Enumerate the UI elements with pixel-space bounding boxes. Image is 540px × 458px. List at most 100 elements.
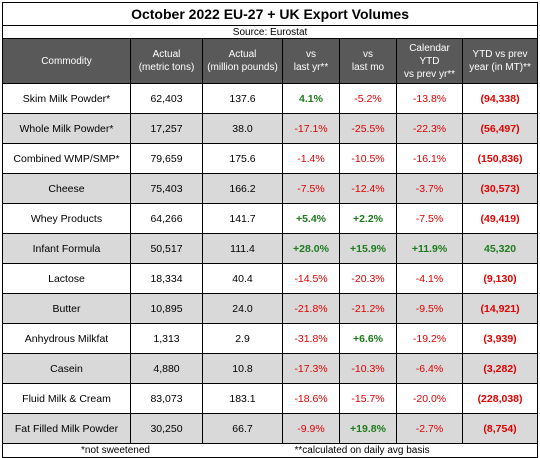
ytd-pct-cell: -7.5% bbox=[396, 203, 463, 234]
ytd-mt-cell: (30,573) bbox=[461, 173, 539, 204]
ytd-pct-cell: -3.7% bbox=[396, 173, 463, 204]
commodity-cell: Whey Products bbox=[2, 203, 131, 234]
header-ytd-vs-prev-mt: YTD vs prev year (in MT)** bbox=[461, 38, 539, 84]
table-row: Fat Filled Milk Powder 30,250 66.7 -9.9% +19… bbox=[2, 413, 539, 444]
commodity-cell: Skim Milk Powder* bbox=[2, 83, 131, 114]
vs-last-yr-cell: +28.0% bbox=[282, 233, 340, 264]
actual-mt-cell: 30,250 bbox=[130, 413, 203, 444]
actual-mlbs-cell: 24.0 bbox=[202, 293, 283, 324]
actual-mt-cell: 17,257 bbox=[130, 113, 203, 144]
actual-mt-cell: 79,659 bbox=[130, 143, 203, 174]
ytd-mt-cell: (3,282) bbox=[461, 353, 539, 384]
table-row: Anhydrous Milkfat 1,313 2.9 -31.8% +6.6% -19.… bbox=[2, 323, 539, 354]
actual-mt-cell: 64,266 bbox=[130, 203, 203, 234]
commodity-cell: Infant Formula bbox=[2, 233, 131, 264]
vs-last-yr-cell: -9.9% bbox=[282, 413, 340, 444]
vs-last-yr-cell: -21.8% bbox=[282, 293, 340, 324]
actual-mt-cell: 50,517 bbox=[130, 233, 203, 264]
actual-mt-cell: 4,880 bbox=[130, 353, 203, 384]
actual-mlbs-cell: 137.6 bbox=[202, 83, 283, 114]
ytd-pct-cell: -22.3% bbox=[396, 113, 463, 144]
actual-mlbs-cell: 141.7 bbox=[202, 203, 283, 234]
table-row: Combined WMP/SMP* 79,659 175.6 -1.4% -10.5% -… bbox=[2, 143, 539, 174]
table-row: Cheese 75,403 166.2 -7.5% -12.4% -3.7% (30,573… bbox=[2, 173, 539, 204]
vs-last-yr-cell: -17.1% bbox=[282, 113, 340, 144]
commodity-cell: Lactose bbox=[2, 263, 131, 294]
vs-last-yr-cell: +5.4% bbox=[282, 203, 340, 234]
actual-mt-cell: 62,403 bbox=[130, 83, 203, 114]
table-row: Lactose 18,334 40.4 -14.5% -20.3% -4.1% (9,130… bbox=[2, 263, 539, 294]
vs-last-mo-cell: -12.4% bbox=[339, 173, 397, 204]
header-commodity: Commodity bbox=[2, 38, 131, 84]
commodity-cell: Casein bbox=[2, 353, 131, 384]
vs-last-yr-cell: -18.6% bbox=[282, 383, 340, 414]
vs-last-mo-cell: -15.7% bbox=[339, 383, 397, 414]
ytd-mt-cell: (14,921) bbox=[461, 293, 539, 324]
actual-mlbs-cell: 10.8 bbox=[202, 353, 283, 384]
ytd-mt-cell: (228,038) bbox=[461, 383, 539, 414]
vs-last-mo-cell: +2.2% bbox=[339, 203, 397, 234]
ytd-pct-cell: -20.0% bbox=[396, 383, 463, 414]
header-actual-mt: Actual (metric tons) bbox=[130, 38, 203, 84]
table-row: Casein 4,880 10.8 -17.3% -10.3% -6.4% (3,282) bbox=[2, 353, 539, 384]
vs-last-yr-cell: -1.4% bbox=[282, 143, 340, 174]
footnote-not-sweetened: *not sweetened bbox=[2, 443, 283, 458]
actual-mt-cell: 1,313 bbox=[130, 323, 203, 354]
vs-last-mo-cell: +15.9% bbox=[339, 233, 397, 264]
actual-mlbs-cell: 111.4 bbox=[202, 233, 283, 264]
actual-mlbs-cell: 183.1 bbox=[202, 383, 283, 414]
vs-last-yr-cell: -14.5% bbox=[282, 263, 340, 294]
ytd-mt-cell: (150,836) bbox=[461, 143, 539, 174]
table-row: Butter 10,895 24.0 -21.8% -21.2% -9.5% (14,921… bbox=[2, 293, 539, 324]
ytd-mt-cell: (49,419) bbox=[461, 203, 539, 234]
table-row: Fluid Milk & Cream 83,073 183.1 -18.6% -15.7… bbox=[2, 383, 539, 414]
header-vs-last-yr: vs last yr** bbox=[282, 38, 340, 84]
header-calendar-ytd: Calendar YTD vs prev yr** bbox=[396, 38, 463, 84]
vs-last-mo-cell: +6.6% bbox=[339, 323, 397, 354]
commodity-cell: Butter bbox=[2, 293, 131, 324]
actual-mlbs-cell: 38.0 bbox=[202, 113, 283, 144]
ytd-mt-cell: (56,497) bbox=[461, 113, 539, 144]
header-actual-mlbs: Actual (million pounds) bbox=[202, 38, 283, 84]
vs-last-mo-cell: -10.3% bbox=[339, 353, 397, 384]
ytd-pct-cell: -13.8% bbox=[396, 83, 463, 114]
ytd-mt-cell: (3,939) bbox=[461, 323, 539, 354]
ytd-mt-cell: 45,320 bbox=[461, 233, 539, 264]
vs-last-mo-cell: -5.2% bbox=[339, 83, 397, 114]
vs-last-yr-cell: -7.5% bbox=[282, 173, 340, 204]
ytd-pct-cell: +11.9% bbox=[396, 233, 463, 264]
vs-last-yr-cell: 4.1% bbox=[282, 83, 340, 114]
actual-mt-cell: 18,334 bbox=[130, 263, 203, 294]
vs-last-yr-cell: -31.8% bbox=[282, 323, 340, 354]
actual-mt-cell: 75,403 bbox=[130, 173, 203, 204]
actual-mt-cell: 10,895 bbox=[130, 293, 203, 324]
commodity-cell: Anhydrous Milkfat bbox=[2, 323, 131, 354]
ytd-mt-cell: (94,338) bbox=[461, 83, 539, 114]
ytd-pct-cell: -16.1% bbox=[396, 143, 463, 174]
ytd-mt-cell: (8,754) bbox=[461, 413, 539, 444]
table-row: Infant Formula 50,517 111.4 +28.0% +15.9% +11… bbox=[2, 233, 539, 264]
commodity-cell: Fat Filled Milk Powder bbox=[2, 413, 131, 444]
ytd-pct-cell: -19.2% bbox=[396, 323, 463, 354]
header-vs-last-mo: vs last mo bbox=[339, 38, 397, 84]
ytd-pct-cell: -2.7% bbox=[396, 413, 463, 444]
vs-last-yr-cell: -17.3% bbox=[282, 353, 340, 384]
footnote-daily-avg: **calculated on daily avg basis bbox=[282, 443, 539, 458]
actual-mlbs-cell: 40.4 bbox=[202, 263, 283, 294]
ytd-pct-cell: -4.1% bbox=[396, 263, 463, 294]
commodity-cell: Cheese bbox=[2, 173, 131, 204]
commodity-cell: Whole Milk Powder* bbox=[2, 113, 131, 144]
ytd-pct-cell: -6.4% bbox=[396, 353, 463, 384]
commodity-cell: Combined WMP/SMP* bbox=[2, 143, 131, 174]
table-body: Skim Milk Powder* 62,403 137.6 4.1% -5.2% -13… bbox=[2, 83, 539, 444]
ytd-pct-cell: -9.5% bbox=[396, 293, 463, 324]
table-row: Whole Milk Powder* 17,257 38.0 -17.1% -25.5%… bbox=[2, 113, 539, 144]
actual-mt-cell: 83,073 bbox=[130, 383, 203, 414]
actual-mlbs-cell: 66.7 bbox=[202, 413, 283, 444]
vs-last-mo-cell: +19.8% bbox=[339, 413, 397, 444]
actual-mlbs-cell: 2.9 bbox=[202, 323, 283, 354]
source-note: Source: Eurostat bbox=[1, 25, 539, 39]
vs-last-mo-cell: -10.5% bbox=[339, 143, 397, 174]
